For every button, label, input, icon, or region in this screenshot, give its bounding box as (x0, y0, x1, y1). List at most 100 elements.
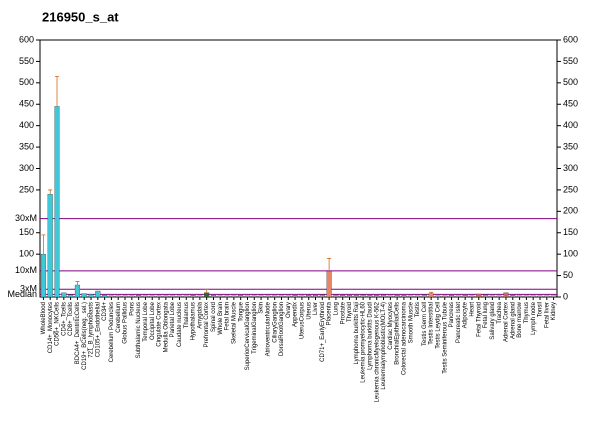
x-tick-label: Cerebellum Peduncles (109, 302, 115, 362)
x-tick-label: Colorectal adenocarcinoma (402, 301, 408, 375)
x-tick-label: SuperiorCervicalGanglion (245, 302, 251, 370)
bar (210, 295, 216, 298)
bar (95, 290, 101, 298)
bar (190, 295, 196, 298)
y2-tick-label: 400 (563, 120, 578, 130)
y-tick-label: 450 (19, 99, 34, 109)
x-tick-label: Testis Seminiferous Tubule (442, 301, 448, 373)
bar (360, 294, 366, 298)
x-tick-label: Leukemia promyelocytic-HL60 (361, 301, 367, 382)
x-tick-label: Trachea (497, 301, 503, 323)
x-tick-label: Liver (313, 302, 319, 315)
x-tick-label: CD34+ (102, 302, 108, 321)
bar (333, 294, 339, 298)
x-tick-label: Thymus (524, 302, 530, 323)
x-tick-label: Heart (470, 302, 476, 317)
x-tick-label: Pancreas (449, 302, 455, 327)
bar (503, 292, 509, 298)
x-tick-label: Thyroid (347, 302, 353, 322)
bar (54, 106, 60, 298)
x-tick-label: Tonsil (538, 302, 544, 317)
bar (136, 295, 142, 298)
x-tick-label: TrigeminalGanglion (252, 302, 258, 354)
x-tick-label: Lymphoma burkitts Daudi (368, 302, 374, 370)
bar (265, 295, 271, 298)
bar (278, 295, 285, 298)
reference-label: 3xM (20, 284, 37, 294)
bar (115, 295, 121, 298)
bar (299, 295, 305, 298)
x-tick-label: AtrioventricularNode (265, 301, 271, 356)
bar (231, 295, 237, 298)
bar (435, 295, 441, 298)
x-tick-label: Occipital Lobe (150, 301, 156, 340)
bar (510, 295, 516, 298)
bar (238, 295, 244, 298)
bar (340, 295, 346, 298)
bar (108, 295, 114, 298)
x-tick-label: Cingulate Cortex (157, 302, 163, 347)
bar (81, 293, 87, 298)
x-tick-label: Pons (129, 302, 135, 316)
bar (74, 284, 80, 298)
x-tick-label: Kidney (551, 302, 557, 320)
bar (401, 295, 407, 298)
error-bar (204, 288, 209, 293)
bar (170, 295, 176, 298)
x-tick-label: Testis Germ Cell (422, 302, 428, 346)
bar (197, 295, 203, 298)
x-tick-label: Lung (333, 302, 339, 315)
bar (306, 295, 312, 298)
x-tick-label: Globus Pallidus (123, 302, 129, 344)
x-tick-label: Medulla Oblongata (163, 301, 169, 352)
x-tick-label: CD105+_Endothelial (95, 302, 101, 357)
bar (394, 295, 400, 298)
y2-tick-label: 150 (563, 227, 578, 237)
x-tick-label: Spinal cord (211, 302, 217, 332)
y2-tick-label: 550 (563, 56, 578, 66)
y-tick-label: 600 (19, 34, 34, 44)
y2-tick-label: 500 (563, 77, 578, 87)
error-bar (75, 281, 80, 286)
y-tick-label: 500 (19, 77, 34, 87)
bar (183, 295, 189, 298)
x-tick-label: CD56+_NKCells (55, 302, 61, 346)
bar (312, 295, 319, 298)
error-bar (429, 291, 434, 294)
x-tick-label: Adrenal Cortex (504, 302, 510, 342)
x-tick-label: CiliaryGanglion (272, 302, 278, 343)
error-bar (41, 234, 46, 255)
bar (319, 294, 325, 298)
x-tick-label: Skeletal Muscle (231, 301, 237, 344)
bar (61, 292, 67, 298)
x-tick-label: Skin (259, 302, 265, 314)
bar (176, 295, 182, 298)
bar (476, 293, 482, 298)
bar (224, 295, 230, 298)
x-tick-label: Smooth Muscle (408, 301, 414, 343)
bar (346, 295, 353, 298)
y-tick-label: 100 (19, 249, 34, 259)
x-tick-label: Cerebellum (116, 302, 122, 333)
x-tick-label: Hypothalamus (191, 302, 197, 340)
x-tick-label: Subthalamic Nucleus (136, 302, 142, 358)
x-tick-label: Placenta (327, 301, 333, 325)
x-tick-label: Testis Leydig Cell (436, 302, 442, 349)
error-bar (327, 258, 332, 272)
y-tick-label: 400 (19, 120, 34, 130)
bar (285, 295, 291, 298)
bar (523, 295, 529, 298)
bar (381, 294, 387, 298)
x-tick-label: Prostate (340, 301, 346, 324)
bar (374, 295, 380, 298)
bar (68, 294, 74, 298)
bar (102, 295, 108, 298)
x-tick-label: CD4+_Tcells (61, 302, 67, 336)
bar (142, 295, 148, 298)
x-tick-label: Appendix (293, 302, 299, 327)
x-tick-label: CD19+_BCells(neg._sel.) (82, 302, 88, 370)
x-tick-label: Salivary gland (490, 302, 496, 340)
bar (163, 295, 169, 298)
x-tick-label: CD8+_Tcells (68, 302, 74, 336)
